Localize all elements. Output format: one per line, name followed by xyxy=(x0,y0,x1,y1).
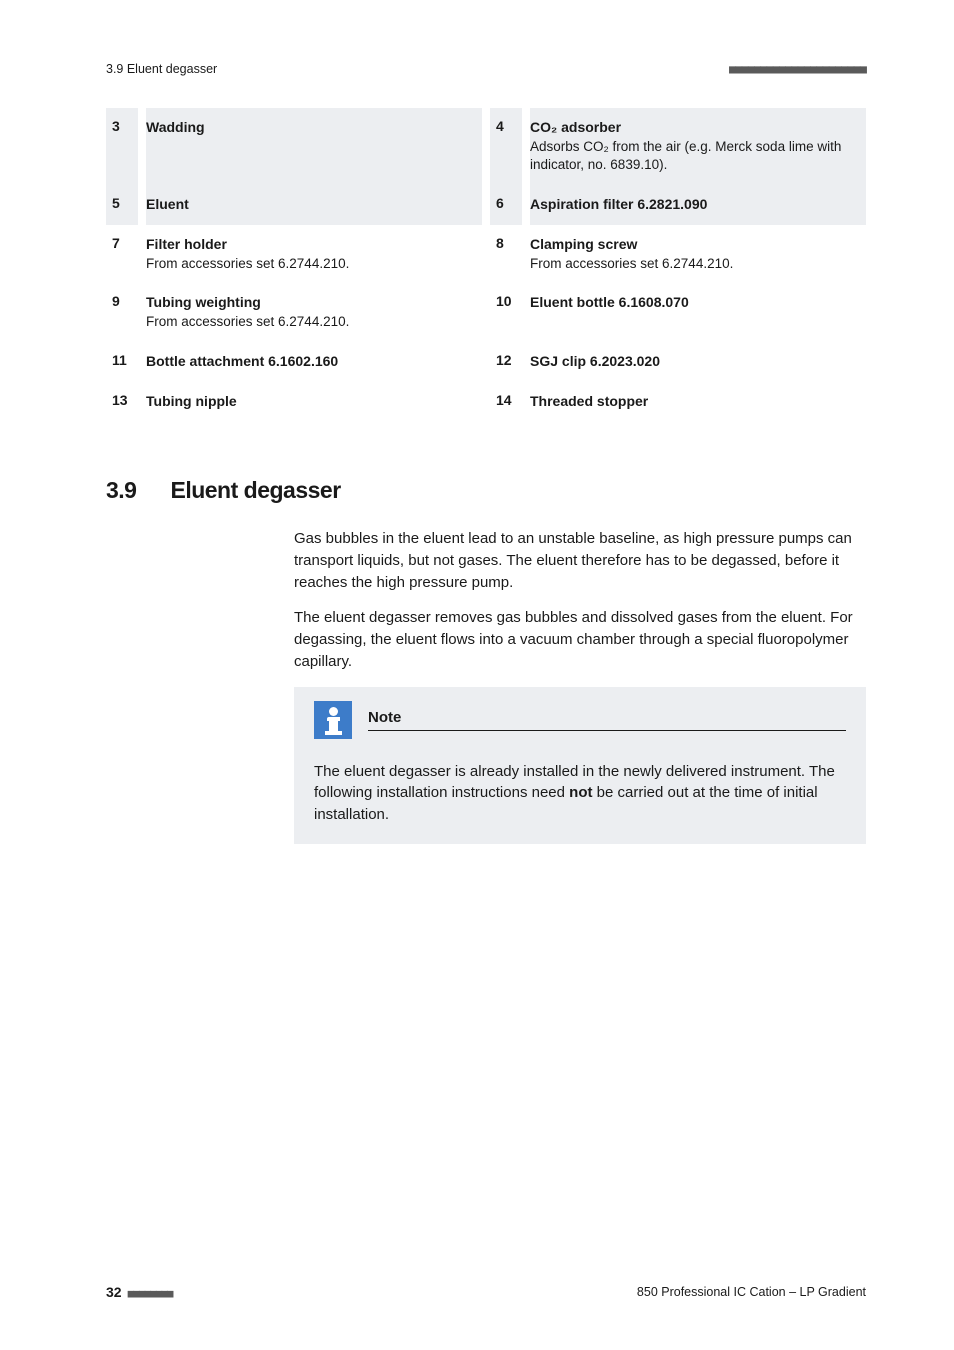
part-sub: From accessories set 6.2744.210. xyxy=(530,255,856,274)
footer-decoration: ■■■■■■■■ xyxy=(128,1287,173,1300)
note-text-bold: not xyxy=(569,784,592,801)
part-cell: Tubing weighting From accessories set 6.… xyxy=(146,283,482,341)
note-rule xyxy=(368,730,846,731)
part-title: Bottle attachment 6.1602.160 xyxy=(146,352,472,372)
note-header: Note xyxy=(314,687,846,739)
page-number: 32 xyxy=(106,1284,122,1300)
paragraph: The eluent degasser removes gas bubbles … xyxy=(294,607,866,672)
part-cell: Clamping screw From accessories set 6.27… xyxy=(530,225,866,283)
section-heading: 3.9 Eluent degasser xyxy=(106,477,866,504)
part-title: CO₂ adsorber xyxy=(530,118,856,138)
part-title: Eluent bottle 6.1608.070 xyxy=(530,293,856,313)
section-title: Eluent degasser xyxy=(170,477,340,504)
part-cell: Eluent bottle 6.1608.070 xyxy=(530,283,866,341)
part-cell: Aspiration filter 6.2821.090 xyxy=(530,185,866,225)
part-cell: Wadding xyxy=(146,108,482,185)
part-sub: From accessories set 6.2744.210. xyxy=(146,255,472,274)
part-num: 3 xyxy=(106,108,138,185)
part-sub: From accessories set 6.2744.210. xyxy=(146,313,472,332)
part-cell: Filter holder From accessories set 6.274… xyxy=(146,225,482,283)
body-text: Gas bubbles in the eluent lead to an uns… xyxy=(294,528,866,673)
note-body: The eluent degasser is already installed… xyxy=(314,761,846,826)
footer-left: 32 ■■■■■■■■ xyxy=(106,1284,173,1300)
part-cell: Threaded stopper xyxy=(530,382,866,422)
parts-legend-grid: 3 Wadding 4 CO₂ adsorber Adsorbs CO₂ fro… xyxy=(106,108,866,421)
part-title: Eluent xyxy=(146,195,472,215)
part-cell: Eluent xyxy=(146,185,482,225)
part-sub: Adsorbs CO₂ from the air (e.g. Merck sod… xyxy=(530,138,856,176)
part-title: Tubing nipple xyxy=(146,392,472,412)
part-cell: CO₂ adsorber Adsorbs CO₂ from the air (e… xyxy=(530,108,866,185)
page-header: 3.9 Eluent degasser ■■■■■■■■■■■■■■■■■■■■… xyxy=(106,62,866,76)
info-icon xyxy=(314,701,352,739)
section-number: 3.9 xyxy=(106,477,136,504)
part-cell: Tubing nipple xyxy=(146,382,482,422)
part-title: Filter holder xyxy=(146,235,472,255)
note-box: Note The eluent degasser is already inst… xyxy=(294,687,866,844)
footer-doc-title: 850 Professional IC Cation – LP Gradient xyxy=(637,1285,866,1299)
page-footer: 32 ■■■■■■■■ 850 Professional IC Cation –… xyxy=(106,1284,866,1300)
part-title: Clamping screw xyxy=(530,235,856,255)
part-title: Wadding xyxy=(146,118,472,138)
paragraph: Gas bubbles in the eluent lead to an uns… xyxy=(294,528,866,593)
part-num: 5 xyxy=(106,185,138,225)
part-num: 12 xyxy=(490,342,522,382)
part-num: 6 xyxy=(490,185,522,225)
part-title: Tubing weighting xyxy=(146,293,472,313)
part-cell: Bottle attachment 6.1602.160 xyxy=(146,342,482,382)
part-cell: SGJ clip 6.2023.020 xyxy=(530,342,866,382)
part-num: 8 xyxy=(490,225,522,283)
part-num: 11 xyxy=(106,342,138,382)
part-num: 7 xyxy=(106,225,138,283)
header-decoration: ■■■■■■■■■■■■■■■■■■■■■■ xyxy=(729,62,866,76)
part-num: 14 xyxy=(490,382,522,422)
part-title: Threaded stopper xyxy=(530,392,856,412)
note-title: Note xyxy=(368,709,846,726)
part-num: 10 xyxy=(490,283,522,341)
header-section-title: 3.9 Eluent degasser xyxy=(106,62,217,76)
note-title-row: Note xyxy=(368,709,846,731)
part-num: 13 xyxy=(106,382,138,422)
part-title: SGJ clip 6.2023.020 xyxy=(530,352,856,372)
part-title: Aspiration filter 6.2821.090 xyxy=(530,195,856,215)
part-num: 4 xyxy=(490,108,522,185)
part-num: 9 xyxy=(106,283,138,341)
